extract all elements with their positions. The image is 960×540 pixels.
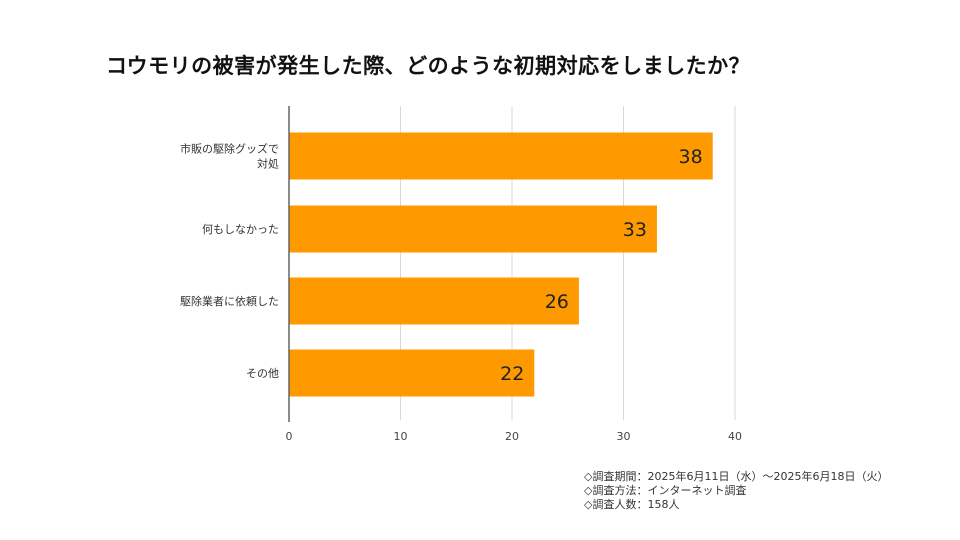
survey-period-note: ◇調査期間：2025年6月11日（水）～2025年6月18日（火） xyxy=(584,470,889,483)
category-label-line: 対処 xyxy=(257,157,279,171)
bar xyxy=(289,205,657,253)
category-label-line: 市販の駆除グッズで xyxy=(180,142,279,156)
category-label: 何もしなかった xyxy=(202,223,279,236)
survey-count-note: ◇調査人数：158人 xyxy=(584,498,680,511)
bar xyxy=(289,132,713,180)
category-label: 市販の駆除グッズで対処 xyxy=(180,142,279,171)
category-label: その他 xyxy=(246,367,279,380)
chart-title: コウモリの被害が発生した際、どのような初期対応をしましたか？ xyxy=(106,54,751,78)
category-label-line: その他 xyxy=(246,367,279,380)
category-label-line: 何もしなかった xyxy=(202,223,279,236)
x-tick-label: 10 xyxy=(394,430,408,443)
x-tick-label: 30 xyxy=(617,430,631,443)
bar-value-label: 26 xyxy=(545,291,569,313)
category-label: 駆除業者に依頼した xyxy=(180,294,279,308)
bar-value-label: 38 xyxy=(679,146,703,168)
bar-value-label: 33 xyxy=(623,219,647,241)
bar xyxy=(289,349,535,397)
survey-method-note: ◇調査方法：インターネット調査 xyxy=(584,484,747,497)
bar-value-label: 22 xyxy=(500,363,524,385)
survey-notes: ◇調査期間：2025年6月11日（水）～2025年6月18日（火） ◇調査方法：… xyxy=(584,470,888,512)
x-tick-label: 20 xyxy=(505,430,519,443)
x-tick-label: 40 xyxy=(728,430,742,443)
x-tick-label: 0 xyxy=(286,430,293,443)
category-label-line: 駆除業者に依頼した xyxy=(180,294,279,308)
bar xyxy=(289,277,579,325)
